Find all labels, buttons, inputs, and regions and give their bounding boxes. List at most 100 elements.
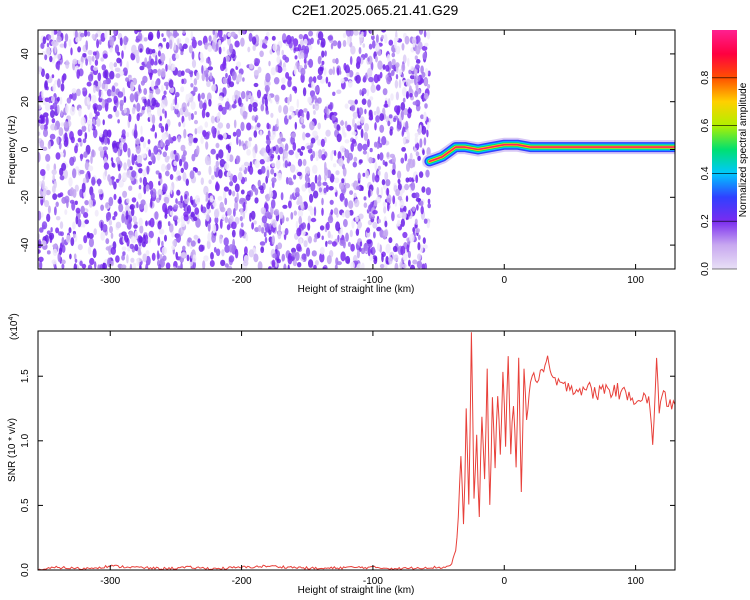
spectrogram-noise-point (60, 83, 65, 92)
spectrogram-noise-point (180, 262, 183, 269)
spectrogram-noise-point (373, 111, 377, 116)
spectrogram-noise-point (303, 108, 308, 113)
spectrogram-noise-point (308, 259, 314, 268)
spectrogram-noise-point (417, 128, 422, 135)
spectrogram-noise-point (386, 194, 392, 204)
spectrogram-noise-point (143, 88, 148, 95)
spectrogram-noise-point (223, 186, 229, 192)
spectrogram-noise-point (125, 204, 130, 214)
spectrogram-noise-point (302, 87, 307, 97)
spectrogram-noise-point (44, 200, 50, 208)
spectrogram-noise-point (381, 136, 387, 146)
spectrogram-noise-point (69, 131, 74, 141)
spectrogram-noise-point (92, 248, 97, 259)
spectrogram-noise-point (133, 154, 138, 161)
spectrogram-noise-point (420, 114, 424, 120)
spectrogram-noise-point (287, 79, 292, 88)
spectrogram-noise-point (71, 201, 76, 211)
spectrogram-noise-point (377, 219, 381, 224)
spectrogram-noise-point (177, 70, 183, 77)
spectrogram-noise-point (306, 111, 310, 121)
spectrogram-noise-point (160, 138, 163, 148)
spectrogram-y-axis-label: Frequency (Hz) (7, 116, 18, 185)
spectrogram-noise-point (183, 214, 189, 222)
spectrogram-noise-point (171, 231, 175, 238)
spectrogram-noise-point (376, 84, 381, 91)
spectrogram-noise-point (127, 147, 131, 158)
spectrogram-noise-point (303, 240, 308, 248)
spectrogram-noise-point (303, 38, 308, 46)
spectrogram-noise-point (182, 172, 187, 182)
spectrogram-noise-point (334, 187, 337, 193)
spectrogram-noise-point (108, 129, 112, 138)
spectrogram-noise-point (156, 30, 161, 40)
spectrogram-noise-point (187, 92, 192, 98)
spectrogram-noise-point (201, 92, 205, 100)
spectrogram-noise-point (106, 89, 112, 97)
spectrogram-noise-point (115, 221, 122, 229)
spectrogram-noise-point (402, 253, 408, 261)
spectrogram-noise-point (208, 165, 212, 176)
spectrogram-noise-point (207, 232, 212, 242)
spectrogram-noise-point (237, 171, 243, 181)
spectrogram-noise-point (136, 102, 141, 113)
spectrogram-noise-point (180, 86, 185, 93)
spectrogram-noise-point (211, 175, 215, 180)
spectrogram-noise-point (412, 43, 416, 48)
spectrogram-x-tick-label: -100 (363, 275, 383, 286)
spectrogram-noise-point (46, 213, 51, 222)
spectrogram-noise-point (336, 124, 341, 131)
spectrogram-noise-point (103, 162, 110, 170)
spectrogram-noise-point (415, 45, 421, 55)
spectrogram-noise-point (321, 50, 325, 58)
spectrogram-noise-point (41, 180, 45, 190)
spectrogram-noise-point (243, 161, 250, 167)
spectrogram-noise-point (88, 74, 94, 82)
chart-title: C2E1.2025.065.21.41.G29 (291, 2, 459, 18)
spectrogram-noise-point (105, 238, 110, 245)
spectrogram-noise-point (391, 64, 395, 70)
spectrogram-noise-point (157, 236, 161, 246)
spectrogram-noise-point (332, 66, 335, 76)
spectrogram-noise-point (407, 57, 410, 67)
spectrogram-noise-point (50, 227, 53, 233)
spectrogram-noise-point (380, 186, 383, 197)
spectrogram-noise-point (190, 83, 194, 88)
spectrogram-noise-point (38, 210, 42, 221)
spectrogram-noise-point (270, 154, 275, 159)
spectrogram-noise-point (376, 242, 381, 252)
spectrogram-noise-point (164, 110, 167, 119)
spectrogram-noise-point (105, 202, 109, 209)
spectrogram-noise-point (180, 167, 184, 174)
spectrogram-noise-point (136, 258, 140, 267)
spectrogram-noise-point (206, 239, 211, 250)
spectrogram-noise-point (213, 246, 217, 253)
spectrogram-noise-point (362, 150, 367, 155)
snr-y-multiplier-prefix: (x10 (9, 320, 20, 340)
spectrogram-noise-point (397, 196, 403, 201)
spectrogram-noise-point (266, 86, 269, 97)
spectrogram-noise-point (294, 86, 298, 94)
spectrogram-noise-point (386, 187, 389, 196)
spectrogram-noise-point (351, 219, 355, 229)
spectrogram-noise-point (272, 219, 277, 228)
spectrogram-noise-point (201, 108, 206, 119)
spectrogram-noise-point (299, 151, 304, 157)
spectrogram-noise-point (113, 211, 118, 217)
spectrogram-noise-point (287, 96, 290, 106)
colorbar-tick-label: 0.6 (700, 118, 711, 132)
spectrogram-noise-point (388, 114, 393, 119)
spectrogram-noise-point (384, 220, 388, 228)
spectrogram-noise-point (113, 193, 117, 200)
spectrogram-noise-point (77, 46, 81, 53)
spectrogram-noise-point (388, 256, 393, 265)
spectrogram-noise-point (372, 246, 376, 256)
spectrogram-noise-point (89, 57, 92, 66)
spectrogram-noise-point (42, 146, 48, 151)
spectrogram-noise-point (425, 169, 430, 178)
spectrogram-noise-point (384, 161, 388, 167)
spectrogram-noise-point (151, 97, 157, 107)
spectrogram-noise-point (424, 78, 428, 86)
spectrogram-noise-point (226, 152, 230, 162)
